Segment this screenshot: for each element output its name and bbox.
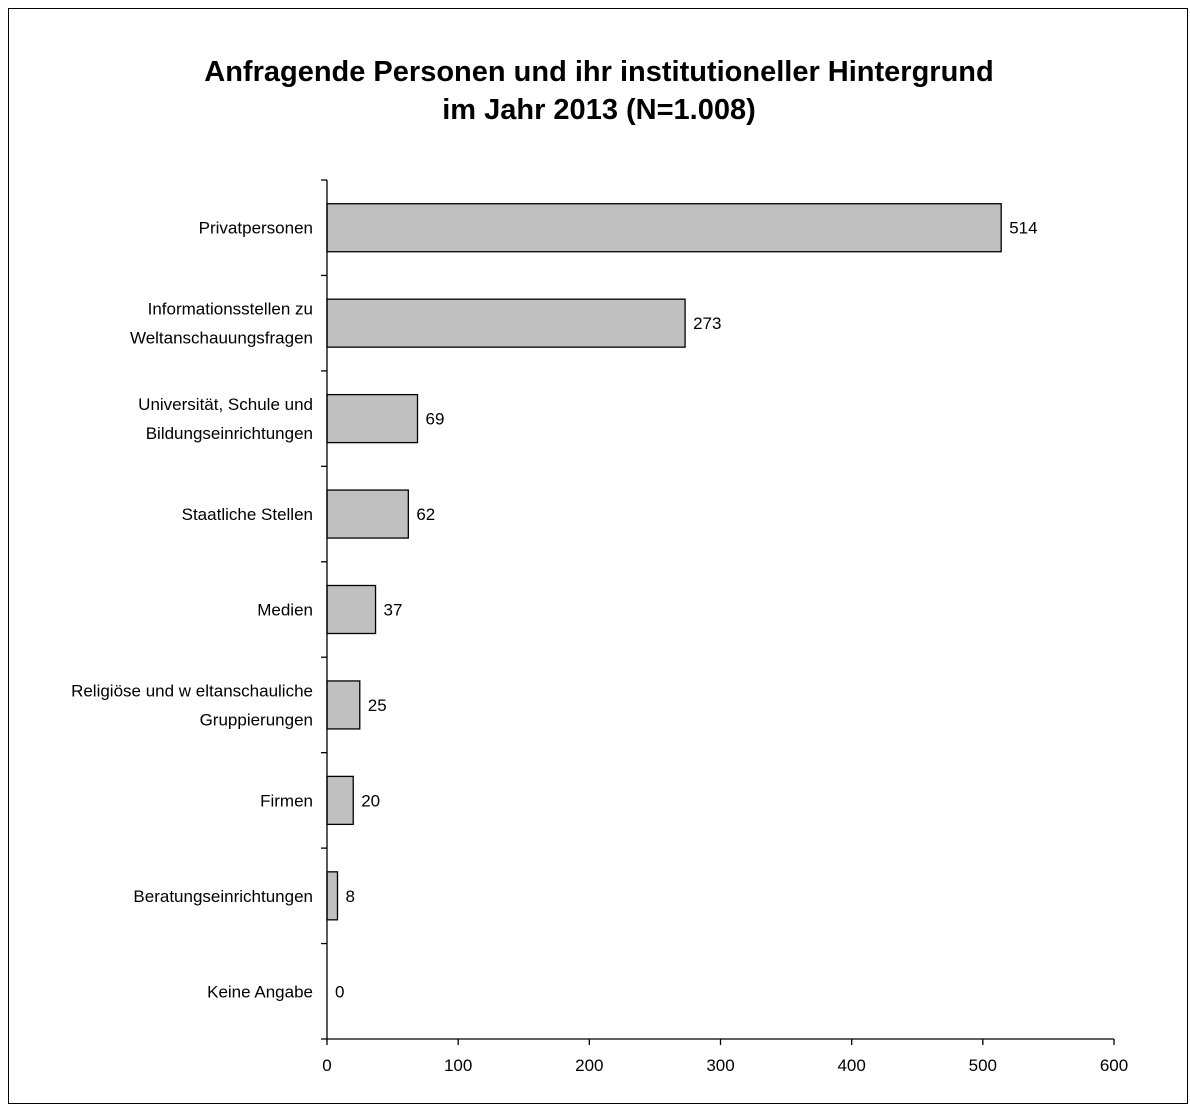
category-label: Beratungseinrichtungen	[133, 887, 313, 906]
category-label: Universität, Schule und	[138, 395, 313, 414]
x-tick-label: 100	[444, 1056, 472, 1075]
data-label: 273	[693, 314, 721, 333]
chart-title-line-1: Anfragende Personen und ihr institutione…	[204, 56, 994, 88]
category-label: Religiöse und w eltanschauliche	[71, 681, 313, 700]
x-tick-label: 300	[706, 1056, 734, 1075]
bar	[326, 298, 686, 348]
bar	[326, 775, 354, 826]
chart-frame: Anfragende Personen und ihr institutione…	[8, 8, 1188, 1104]
data-label: 20	[361, 791, 380, 810]
category-label: Gruppierungen	[200, 710, 313, 729]
bar	[326, 203, 1002, 253]
data-label: 25	[368, 696, 387, 715]
category-label: Informationsstellen zu	[148, 300, 313, 319]
x-tick-label: 600	[1100, 1056, 1128, 1075]
category-label: Medien	[257, 601, 313, 620]
bar	[326, 584, 377, 635]
x-tick-label: 200	[575, 1056, 603, 1075]
bar	[326, 393, 419, 444]
x-tick-label: 400	[837, 1056, 865, 1075]
bar-chart: 514 Privatpersonen 273 Informationsstellen …	[71, 179, 1128, 1075]
labels-group: 514 Privatpersonen 273 Informationsstellen …	[71, 219, 1128, 1075]
x-tick-label: 500	[969, 1056, 997, 1075]
bar	[326, 680, 361, 730]
category-label: Bildungseinrichtungen	[146, 424, 313, 443]
data-label: 37	[384, 601, 403, 620]
bars-group	[326, 203, 1002, 921]
category-label: Privatpersonen	[199, 219, 313, 238]
axes-group	[321, 179, 1115, 1045]
x-tick-label: 0	[322, 1056, 331, 1075]
category-label: Staatliche Stellen	[182, 505, 313, 524]
category-label: Keine Angabe	[207, 982, 313, 1001]
bar	[326, 871, 339, 921]
data-label: 8	[345, 887, 354, 906]
category-label: Weltanschauungsfragen	[130, 329, 313, 348]
data-label: 69	[426, 410, 445, 429]
chart-title-line-2: im Jahr 2013 (N=1.008)	[442, 94, 756, 126]
data-label: 0	[335, 982, 344, 1001]
chart-title: Anfragende Personen und ihr institutione…	[9, 53, 1187, 129]
data-label: 514	[1009, 219, 1037, 238]
category-label: Firmen	[260, 791, 313, 810]
data-label: 62	[416, 505, 435, 524]
bar	[326, 489, 409, 539]
